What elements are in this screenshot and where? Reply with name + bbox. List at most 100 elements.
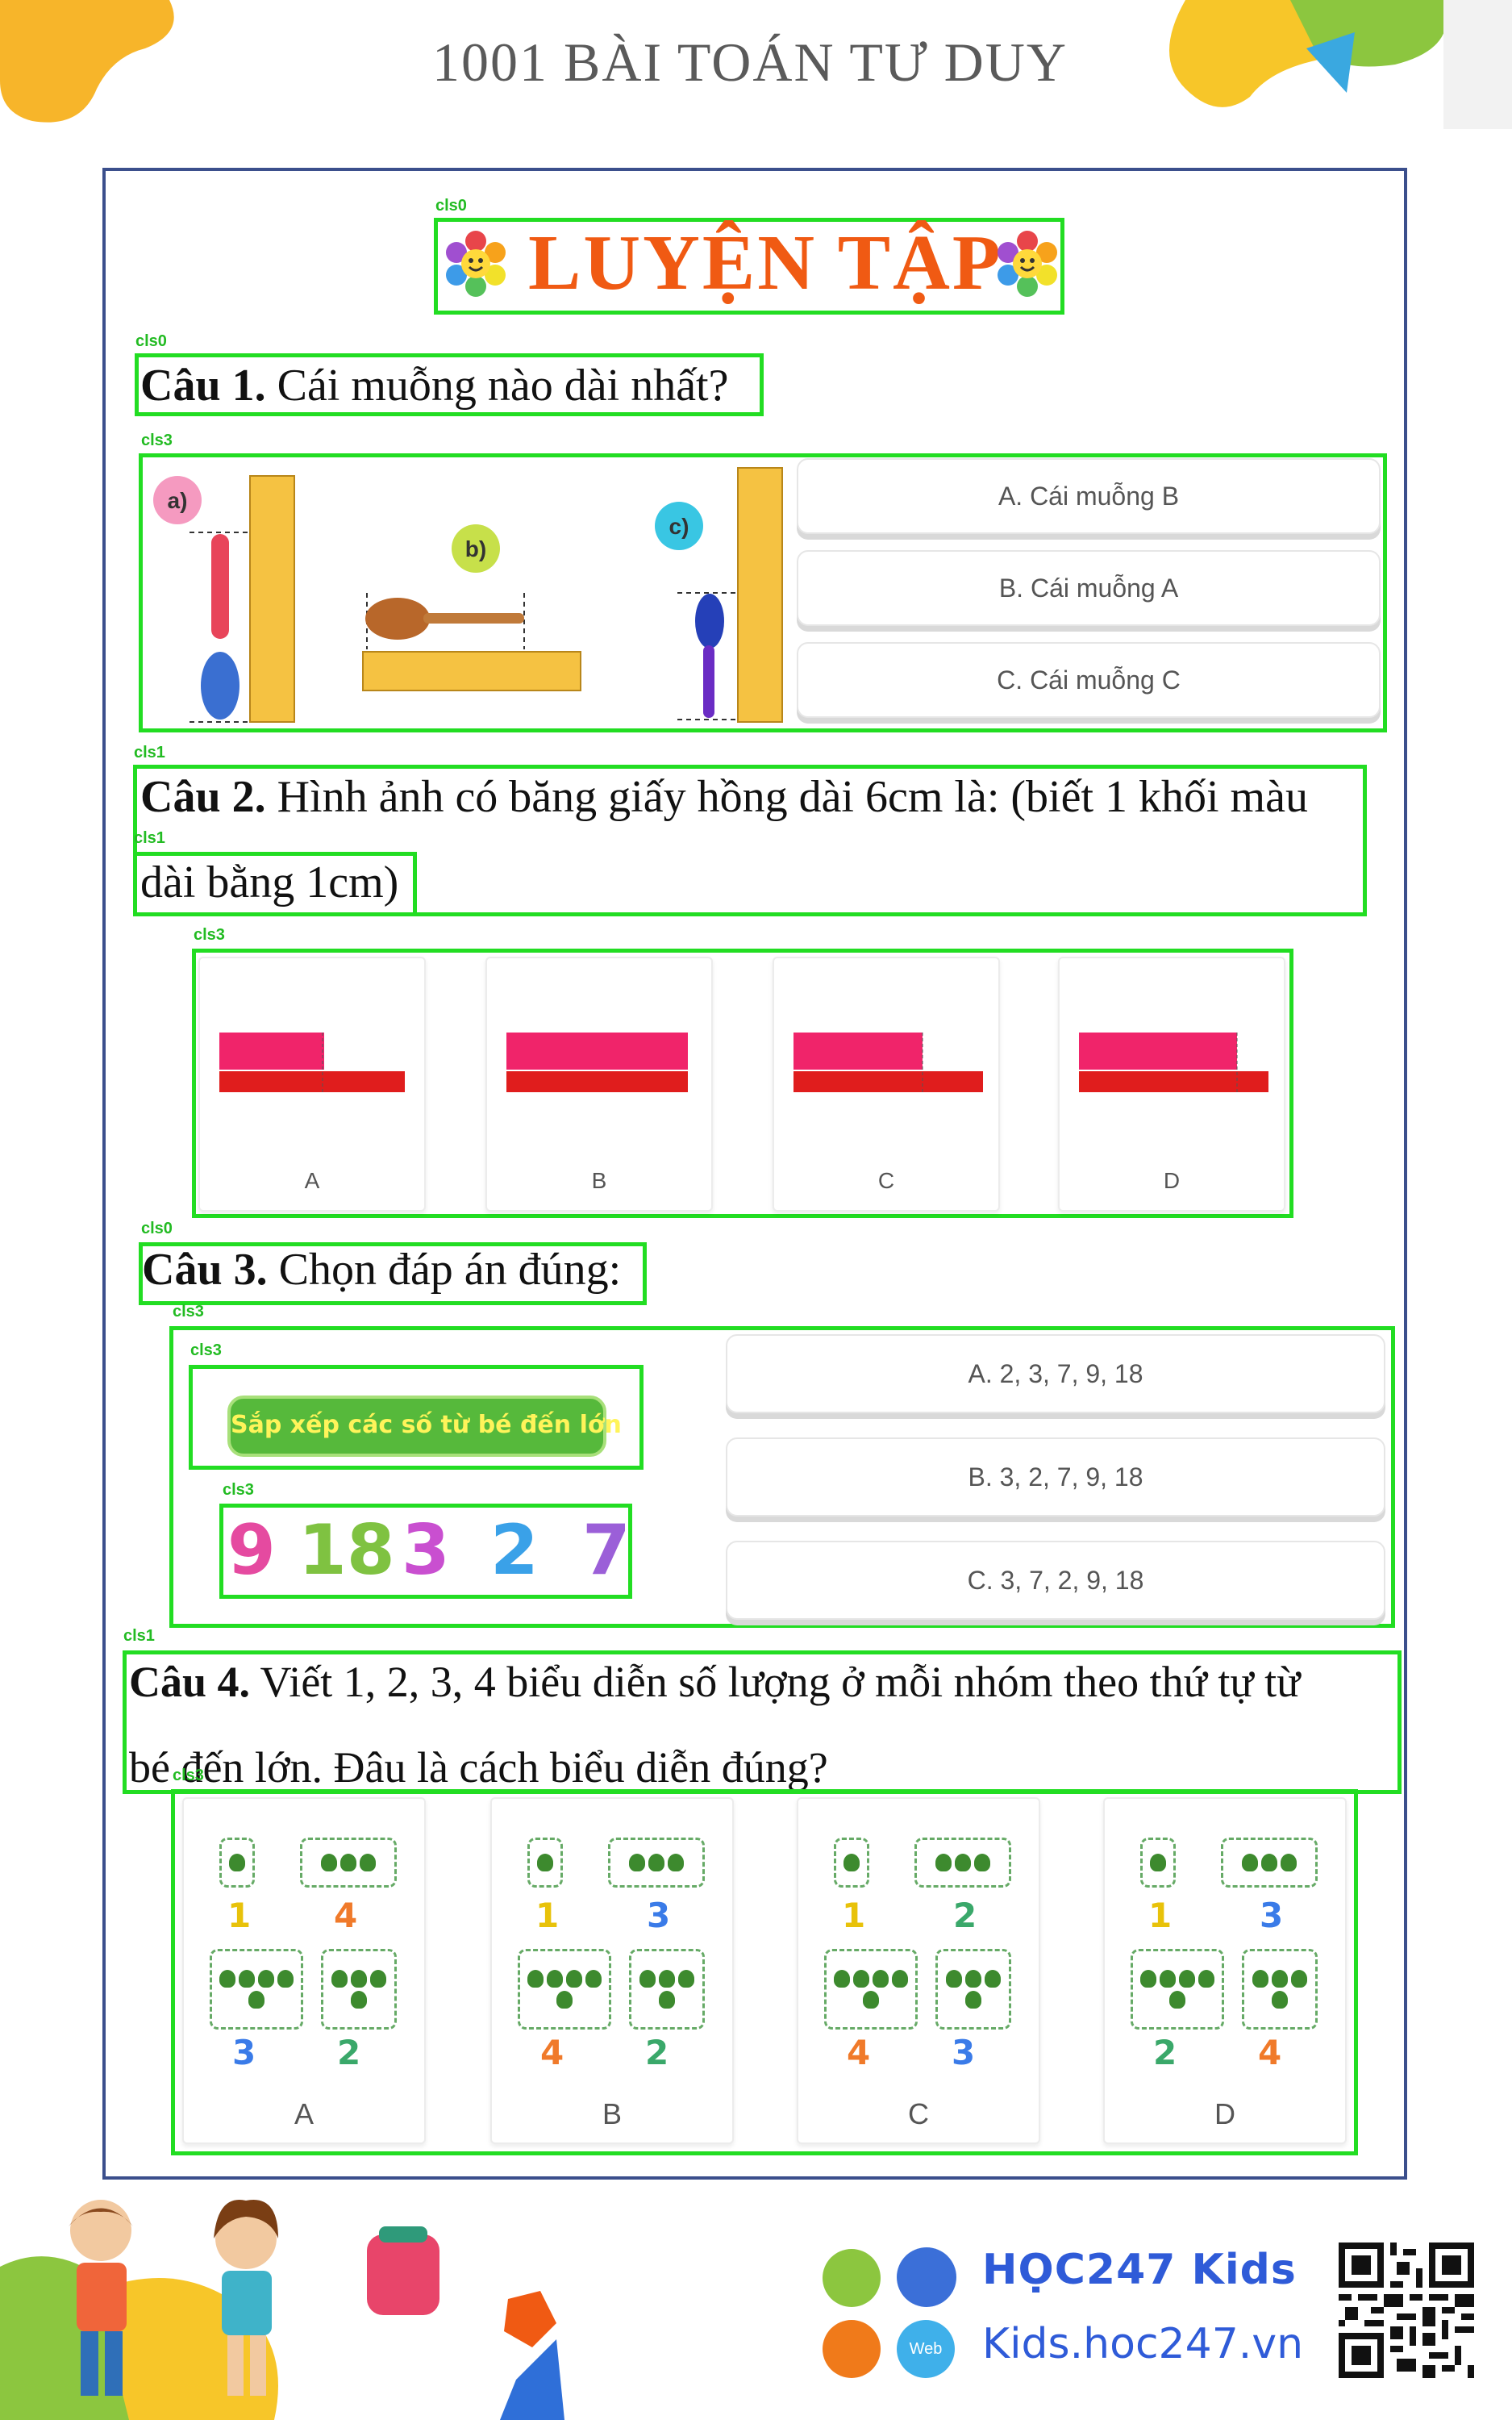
q4-choice-label: B: [602, 2097, 622, 2130]
count-label: 4: [1258, 2033, 1282, 2072]
spoon-label-b: b): [465, 536, 486, 561]
section-title: LUYỆN TẬP: [528, 219, 1003, 307]
count-label: 4: [334, 1896, 358, 1935]
broccoli-group-1: [1140, 1838, 1176, 1888]
q2-line1: Câu 2. Hình ảnh có băng giấy hồng dài 6c…: [140, 771, 1308, 823]
broccoli-group-1: [219, 1838, 255, 1888]
q2-answer-box: [192, 949, 1293, 1218]
q3-answer-box: [169, 1326, 1395, 1628]
flower-icon: [993, 230, 1061, 298]
broccoli-group-4: [1242, 1949, 1318, 2030]
digit-7: 7: [582, 1510, 631, 1591]
detect-label: cls1: [123, 1627, 155, 1645]
q3-option-c[interactable]: C. 3, 7, 2, 9, 18: [726, 1541, 1385, 1620]
broccoli-group-4: [321, 1949, 397, 2030]
broccoli-group-3: [300, 1838, 397, 1888]
detect-label: cls3: [141, 432, 173, 449]
detect-label: cls0: [141, 1220, 173, 1237]
count-label: 2: [645, 2033, 669, 2072]
digit-18: 18: [298, 1510, 395, 1591]
detect-label: cls3: [173, 1303, 204, 1320]
desktop-icon[interactable]: [823, 2320, 881, 2378]
q4-choice-label: D: [1214, 2097, 1235, 2130]
broccoli-group-5: [518, 1949, 611, 2030]
q2-choice-label: D: [1163, 1168, 1181, 1193]
digit-9: 9: [227, 1510, 276, 1591]
count-label: 1: [1148, 1896, 1173, 1935]
broccoli-group-4: [935, 1949, 1011, 2030]
broccoli-group-3: [914, 1838, 1011, 1888]
q2-choice-label: B: [591, 1168, 607, 1193]
count-label: 3: [647, 1896, 671, 1935]
digit-3: 3: [402, 1510, 450, 1591]
q2-line2: dài bằng 1cm): [140, 857, 399, 907]
q1-option-a[interactable]: A. Cái muỗng B: [797, 458, 1381, 534]
count-label: 2: [1153, 2033, 1177, 2072]
spoon-label-c: c): [669, 514, 689, 539]
q4-choice-label: C: [908, 2097, 929, 2130]
corner-decoration-right: [1153, 0, 1512, 129]
broccoli-group-3: [608, 1838, 705, 1888]
android-apple-icon[interactable]: [823, 2249, 881, 2307]
q2-question: Hình ảnh có băng giấy hồng dài 6cm là: (…: [265, 772, 1308, 822]
q4-card-a[interactable]: 1 4 3 2 A: [182, 1797, 426, 2144]
q4-card-c[interactable]: 1 2 4 3 C: [797, 1797, 1040, 2144]
q2-card-b[interactable]: B: [485, 957, 713, 1212]
broccoli-group-3: [1221, 1838, 1318, 1888]
q3-banner-box: [189, 1365, 644, 1470]
detect-label: cls0: [135, 332, 167, 350]
digit-2: 2: [490, 1510, 539, 1591]
q2-card-a[interactable]: A: [198, 957, 426, 1212]
q2-card-d[interactable]: D: [1058, 957, 1285, 1212]
q3-option-a[interactable]: A. 2, 3, 7, 9, 18: [726, 1334, 1385, 1413]
count-label: 4: [847, 2033, 871, 2072]
broccoli-group-5: [210, 1949, 303, 2030]
detect-label: cls3: [173, 1767, 204, 1784]
header-title: 1001 BÀI TOÁN TƯ DUY: [432, 31, 1068, 93]
fox-icon[interactable]: [897, 2247, 956, 2307]
flower-icon: [442, 230, 510, 298]
site-url[interactable]: Kids.hoc247.vn: [982, 2320, 1304, 2368]
q1-text: Câu 1. Cái muỗng nào dài nhất?: [140, 360, 728, 411]
count-label: 1: [535, 1896, 560, 1935]
corner-blob-left: [0, 0, 185, 129]
q1-option-b[interactable]: B. Cái muỗng A: [797, 550, 1381, 626]
broccoli-group-5: [1131, 1949, 1224, 2030]
count-label: 3: [232, 2033, 256, 2072]
q3-option-b[interactable]: B. 3, 2, 7, 9, 18: [726, 1437, 1385, 1517]
brand-logo: HỌC247 Kids: [982, 2246, 1297, 2294]
q4-card-b[interactable]: 1 3 4 2 B: [490, 1797, 734, 2144]
count-label: 3: [952, 2033, 976, 2072]
qr-code[interactable]: [1339, 2243, 1474, 2378]
sort-instruction-banner: Sắp xếp các số từ bé đến lớn: [227, 1396, 622, 1457]
broccoli-group-1: [834, 1838, 869, 1888]
q2-box: [133, 765, 1367, 916]
broccoli-group-5: [824, 1949, 918, 2030]
detect-label: cls3: [194, 926, 225, 944]
q3-question: Chọn đáp án đúng:: [267, 1245, 622, 1295]
spoon-label-a: a): [168, 488, 188, 513]
web-icon[interactable]: Web: [897, 2320, 955, 2378]
count-label: 4: [540, 2033, 564, 2072]
q1-answer-box: [139, 453, 1387, 732]
q2-number: Câu 2.: [140, 772, 266, 822]
q4-question: Viết 1, 2, 3, 4 biểu diễn số lượng ở mỗi…: [250, 1658, 1301, 1706]
q1-option-c[interactable]: C. Cái muỗng C: [797, 642, 1381, 718]
title-box: [434, 218, 1064, 315]
q1-box: [135, 353, 764, 416]
q4-line1: Câu 4. Viết 1, 2, 3, 4 biểu diễn số lượn…: [129, 1657, 1300, 1707]
q4-answer-box: [171, 1789, 1358, 2155]
q3-digits-box: [219, 1504, 632, 1599]
detect-label: cls1: [134, 744, 165, 761]
broccoli-group-1: [527, 1838, 563, 1888]
count-label: 2: [337, 2033, 361, 2072]
footer-illustration: [0, 2194, 581, 2420]
q4-choice-label: A: [294, 2097, 314, 2130]
paper-strip-a: [219, 1033, 405, 1092]
paper-strip-c: [793, 1033, 983, 1092]
q2-card-c[interactable]: C: [773, 957, 1000, 1212]
q4-card-d[interactable]: 1 3 2 4 D: [1103, 1797, 1347, 2144]
q2-line2-box: [133, 852, 417, 916]
count-label: 2: [953, 1896, 977, 1935]
q2-choice-label: A: [304, 1168, 320, 1193]
